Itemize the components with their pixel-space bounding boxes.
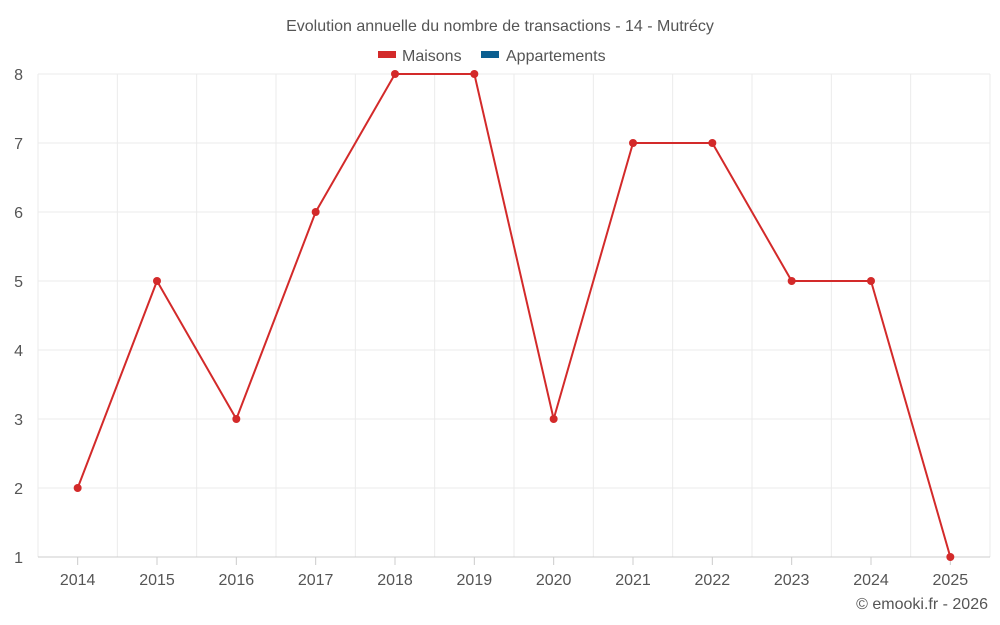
legend-swatch-maisons: [378, 51, 396, 58]
x-tick-label: 2024: [853, 572, 889, 589]
x-tick-label: 2022: [695, 572, 731, 589]
y-tick-label: 6: [14, 205, 23, 222]
data-point-maisons[interactable]: [946, 553, 955, 561]
y-tick-label: 7: [14, 136, 23, 153]
legend-swatch-appartements: [481, 51, 499, 58]
data-point-maisons[interactable]: [708, 139, 717, 147]
legend-label-maisons: Maisons: [402, 48, 462, 65]
series: [73, 70, 955, 561]
grid: [37, 73, 991, 557]
chart-title: Evolution annuelle du nombre de transact…: [286, 18, 714, 35]
x-tick-label: 2017: [298, 572, 334, 589]
legend-item-appartements[interactable]: Appartements: [481, 48, 606, 65]
y-tick-label: 2: [14, 481, 23, 498]
x-tick-label: 2025: [933, 572, 969, 589]
data-point-maisons[interactable]: [311, 208, 320, 216]
y-tick-label: 8: [14, 67, 23, 84]
legend-item-maisons[interactable]: Maisons: [378, 48, 462, 65]
data-point-maisons[interactable]: [153, 277, 161, 285]
x-axis-ticks: 2014 2015 2016 2017 2018 2019 2020 2021 2022 2023…: [60, 557, 968, 589]
x-tick-label: 2020: [536, 572, 572, 589]
x-tick-label: 2019: [457, 572, 493, 589]
x-tick-label: 2014: [60, 572, 96, 589]
data-point-maisons[interactable]: [73, 484, 82, 492]
data-point-maisons[interactable]: [629, 139, 637, 147]
x-tick-label: 2016: [219, 572, 255, 589]
x-tick-label: 2021: [615, 572, 651, 589]
legend: Maisons Appartements: [378, 48, 606, 65]
data-point-maisons[interactable]: [391, 70, 399, 78]
y-axis-ticks: 1 2 3 4 5 6 7 8: [14, 67, 23, 567]
y-tick-label: 4: [14, 343, 23, 360]
data-point-maisons[interactable]: [470, 70, 479, 78]
data-point-maisons[interactable]: [867, 277, 875, 285]
y-tick-label: 3: [14, 412, 23, 429]
x-tick-label: 2018: [377, 572, 413, 589]
x-tick-label: 2015: [139, 572, 175, 589]
y-tick-label: 5: [14, 274, 23, 291]
data-point-maisons[interactable]: [232, 415, 241, 423]
legend-label-appartements: Appartements: [506, 48, 606, 65]
y-tick-label: 1: [14, 550, 23, 567]
credit-text: © emooki.fr - 2026: [856, 596, 988, 613]
x-tick-label: 2023: [774, 572, 810, 589]
series-line-maisons: [76, 73, 952, 558]
data-point-maisons[interactable]: [787, 277, 796, 285]
data-point-maisons[interactable]: [549, 415, 558, 423]
